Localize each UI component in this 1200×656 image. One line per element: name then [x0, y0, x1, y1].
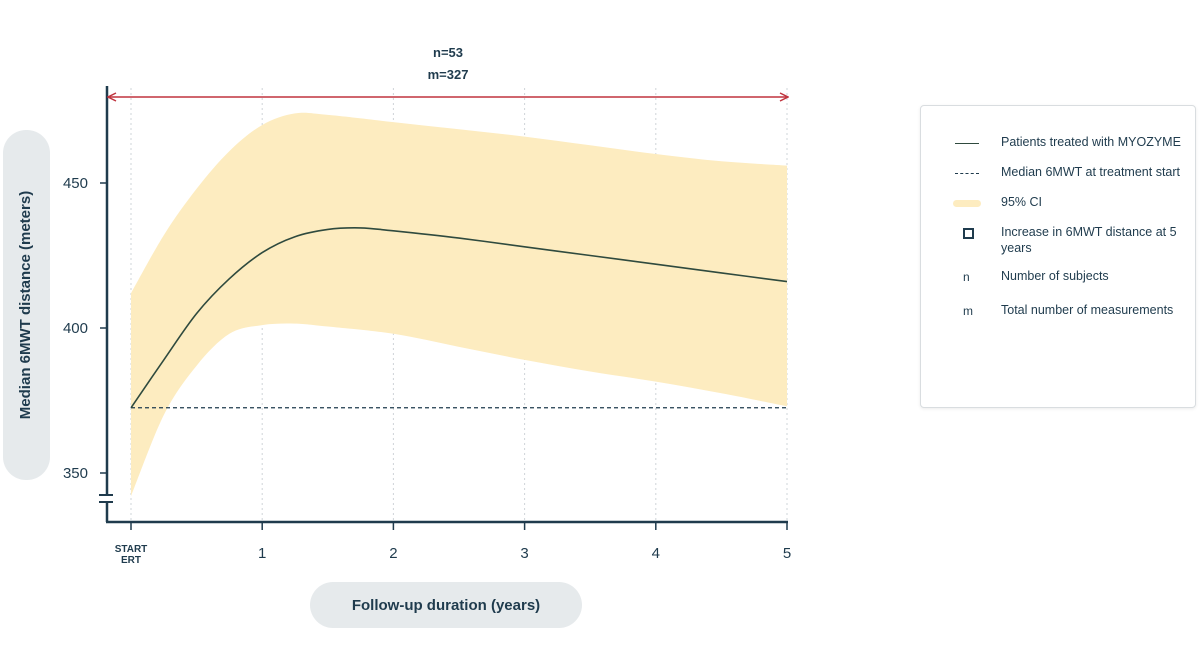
legend-band-icon — [943, 194, 1001, 212]
confidence-band — [131, 112, 787, 497]
x-tick-label: 3 — [520, 545, 528, 562]
confidence-band-layer — [131, 112, 787, 497]
legend-item-median: Patients treated with MYOZYME — [943, 134, 1181, 152]
annotation-n: n=53 — [433, 45, 463, 60]
legend-label: Increase in 6MWT distance at 5 years — [1001, 225, 1177, 255]
x-tick-label-start: START — [115, 544, 148, 555]
y-tick-label: 450 — [63, 175, 88, 192]
axes — [99, 86, 788, 530]
legend-item-ci: 95% CI — [943, 194, 1181, 212]
median-line — [130, 227, 788, 409]
legend-n-icon: n — [963, 270, 970, 284]
legend-item-m: m Total number of measurements — [943, 302, 1181, 320]
legend: Patients treated with MYOZYME Median 6MW… — [920, 105, 1196, 408]
legend-m-icon: m — [963, 304, 973, 318]
legend-label: Patients treated with MYOZYME — [1001, 135, 1181, 149]
x-tick-label: 1 — [258, 545, 266, 562]
x-axis-title-pill — [310, 582, 582, 628]
annotation-m: m=327 — [428, 67, 469, 82]
legend-label: 95% CI — [1001, 195, 1042, 209]
legend-square-icon — [943, 224, 1001, 242]
y-tick-label: 350 — [63, 465, 88, 482]
x-tick-label: 5 — [783, 545, 791, 562]
legend-line-icon — [943, 134, 1001, 152]
legend-item-baseline: Median 6MWT at treatment start — [943, 164, 1181, 182]
x-tick-label: 2 — [389, 545, 397, 562]
legend-dash-icon — [943, 164, 1001, 182]
legend-item-increase: Increase in 6MWT distance at 5 years — [943, 224, 1181, 256]
y-axis-title: Median 6MWT distance (meters) — [17, 191, 34, 419]
x-tick-label-ert: ERT — [121, 555, 141, 566]
y-tick-label: 400 — [63, 320, 88, 337]
legend-label: Median 6MWT at treatment start — [1001, 165, 1180, 179]
legend-label: Total number of measurements — [1001, 303, 1174, 317]
legend-label: Number of subjects — [1001, 269, 1109, 283]
chart: Median 6MWT distance (meters) Follow-up … — [3, 45, 791, 628]
x-tick-label: 4 — [652, 545, 660, 562]
median-line-layer — [130, 227, 788, 409]
y-axis-title-pill — [3, 130, 50, 480]
legend-item-n: n Number of subjects — [943, 268, 1181, 286]
x-axis-title: Follow-up duration (years) — [352, 597, 540, 614]
